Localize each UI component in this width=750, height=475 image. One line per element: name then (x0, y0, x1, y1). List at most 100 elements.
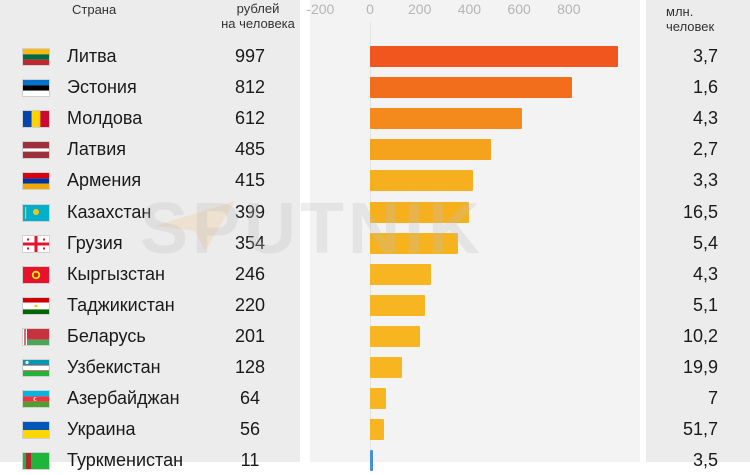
header-rubles: рублей на человека (212, 1, 304, 31)
country-name: Армения (67, 170, 142, 191)
header-population: млн. человек (666, 4, 714, 34)
table-row: Таджикистан 220 5,1 (0, 289, 750, 320)
bar-mark (370, 232, 458, 254)
armenia-flag-icon (23, 173, 49, 190)
country-name: Молдова (67, 108, 143, 129)
bar-mark (370, 450, 373, 472)
country-name: Казахстан (67, 201, 152, 222)
rubles-value: 485 (234, 139, 266, 160)
rubles-value: 812 (234, 77, 266, 98)
population-value: 2,7 (692, 139, 718, 160)
country-name: Эстония (67, 77, 137, 98)
country-name: Кыргызстан (67, 263, 165, 284)
population-value: 5,1 (692, 294, 718, 315)
ukraine-flag-icon (23, 422, 49, 439)
table-row: Туркменистан 11 3,5 (0, 444, 750, 475)
country-name: Украина (67, 419, 136, 440)
table-row: Казахстан 399 16,5 (0, 196, 750, 227)
table-row: Литва 997 3,7 (0, 40, 750, 71)
x-tick-label: 200 (408, 1, 432, 17)
x-tick-label: 800 (557, 1, 581, 17)
population-value: 3,5 (692, 450, 718, 471)
population-value: 5,4 (692, 232, 718, 253)
uzbekistan-flag-icon (23, 360, 49, 376)
bar-mark (370, 325, 420, 347)
table-row: Латвия 485 2,7 (0, 133, 750, 164)
header-rubles-line2: на человека (221, 16, 295, 31)
rubles-value: 64 (239, 388, 261, 409)
bar-mark (370, 170, 474, 192)
belarus-flag-icon (23, 328, 49, 345)
tajikistan-flag-icon (23, 297, 49, 314)
bar-mark (370, 357, 402, 378)
header-population-line2: человек (666, 19, 715, 34)
population-value: 1,6 (692, 77, 718, 98)
rubles-value: 612 (234, 108, 266, 129)
moldova-flag-icon (23, 111, 49, 128)
x-tick-label: -200 (306, 1, 335, 17)
population-value: 3,3 (692, 170, 718, 191)
population-value: 19,9 (682, 357, 718, 377)
population-value: 3,7 (692, 46, 718, 66)
rubles-value: 399 (234, 201, 266, 222)
population-value: 7 (707, 388, 718, 409)
bar-mark (370, 263, 432, 285)
bar-mark (370, 294, 425, 316)
population-value: 4,3 (692, 263, 718, 284)
lithuania-flag-icon (23, 49, 49, 65)
rubles-value: 128 (234, 357, 266, 377)
table-panel-right (646, 0, 750, 462)
population-value: 10,2 (682, 325, 718, 346)
x-tick-label: 400 (457, 1, 482, 17)
georgia-flag-icon (23, 235, 49, 252)
header-population-line1: млн. (666, 4, 694, 19)
table-row: Грузия 354 5,4 (0, 227, 750, 258)
table-row: Беларусь 201 10,2 (0, 320, 750, 351)
x-tick-label: 0 (366, 1, 374, 17)
country-name: Туркменистан (67, 450, 184, 471)
population-value: 16,5 (682, 201, 718, 222)
country-name: Латвия (67, 139, 127, 160)
rubles-value: 354 (234, 232, 266, 253)
chart-panel (310, 0, 640, 462)
bar-mark (370, 108, 523, 130)
header-country: Страна (72, 2, 117, 17)
country-name: Беларусь (67, 325, 146, 346)
rubles-value: 201 (234, 325, 266, 346)
table-row: Узбекистан 128 19,9 (0, 351, 750, 382)
azerbaijan-flag-icon (23, 391, 49, 408)
population-value: 4,3 (692, 108, 718, 129)
country-name: Грузия (67, 232, 123, 253)
rubles-value: 415 (234, 170, 266, 191)
table-row: Кыргызстан 246 4,3 (0, 258, 750, 289)
estonia-flag-icon (23, 80, 49, 97)
rubles-value: 56 (239, 419, 261, 440)
kyrgyzstan-flag-icon (23, 266, 49, 283)
kazakhstan-flag-icon (23, 204, 49, 221)
table-row: Молдова 612 4,3 (0, 102, 750, 133)
bar-mark (370, 388, 386, 410)
table-row: Эстония 812 1,6 (0, 71, 750, 102)
country-name: Таджикистан (67, 294, 175, 315)
rubles-value: 997 (234, 46, 266, 66)
country-name: Узбекистан (67, 357, 161, 377)
turkmenistan-flag-icon (23, 453, 49, 470)
table-row: Азербайджан 64 7 (0, 382, 750, 413)
rubles-value: 11 (240, 450, 260, 471)
bar-mark (370, 139, 491, 161)
table-row: Армения 415 3,3 (0, 164, 750, 195)
bar-mark (370, 46, 618, 67)
latvia-flag-icon (23, 142, 49, 159)
rubles-value: 220 (234, 294, 266, 315)
country-name: Литва (67, 46, 117, 66)
bar-mark (370, 77, 572, 99)
population-value: 51,7 (682, 419, 718, 440)
bar-mark (370, 419, 384, 441)
header-rubles-line1: рублей (236, 1, 280, 16)
x-tick-label: 600 (507, 1, 531, 17)
rubles-value: 246 (234, 263, 266, 284)
table-row: Украина 56 51,7 (0, 413, 750, 444)
bar-mark (370, 201, 470, 223)
table-panel-left (0, 0, 300, 462)
country-name: Азербайджан (67, 388, 180, 409)
